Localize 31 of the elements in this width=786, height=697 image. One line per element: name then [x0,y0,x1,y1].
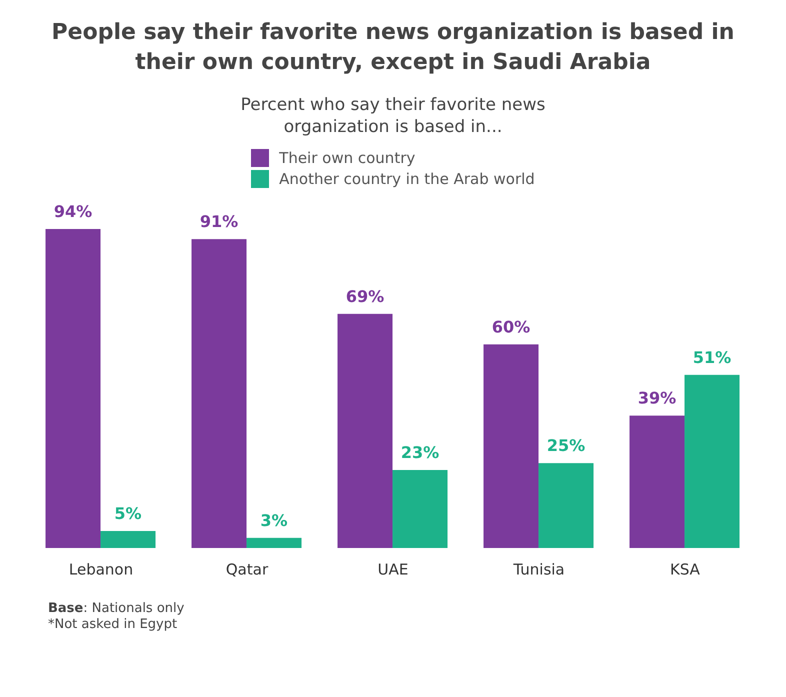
data-label: 51% [692,348,732,367]
x-tick-label: Qatar [226,560,269,579]
x-tick-label: KSA [670,560,701,579]
x-tick-label: Lebanon [68,560,134,579]
data-label: 94% [54,202,92,221]
bar [100,531,156,548]
bar [246,538,302,548]
x-tick-label: UAE [378,560,408,579]
bar [538,463,594,548]
bar [392,470,448,548]
legend-label: Their own country [279,149,416,167]
data-label: 5% [114,504,142,524]
data-label: 69% [346,286,384,306]
bar [338,314,393,548]
bar [684,374,740,548]
data-label: 60% [492,317,530,336]
data-label: 39% [638,388,676,408]
chart-title: People say their favorite news organization is based in their own country, except in Saudi Arabia [50,19,736,77]
bar [484,344,539,548]
x-tick-label: Tunisia [512,560,565,579]
data-label: 23% [400,442,440,462]
data-label: 91% [200,212,238,232]
text: *Not asked in Egypt [48,617,178,633]
data-label: 3% [260,510,288,530]
legend-label: Another country in the Arab world [279,170,535,188]
bar [192,239,247,548]
chart-subtitle: Percent who say their favorite news organization is based in... [240,94,546,138]
bar [46,229,101,548]
text: Base: Nationals only [48,601,186,617]
bar [630,416,685,548]
data-label: 25% [546,436,586,456]
